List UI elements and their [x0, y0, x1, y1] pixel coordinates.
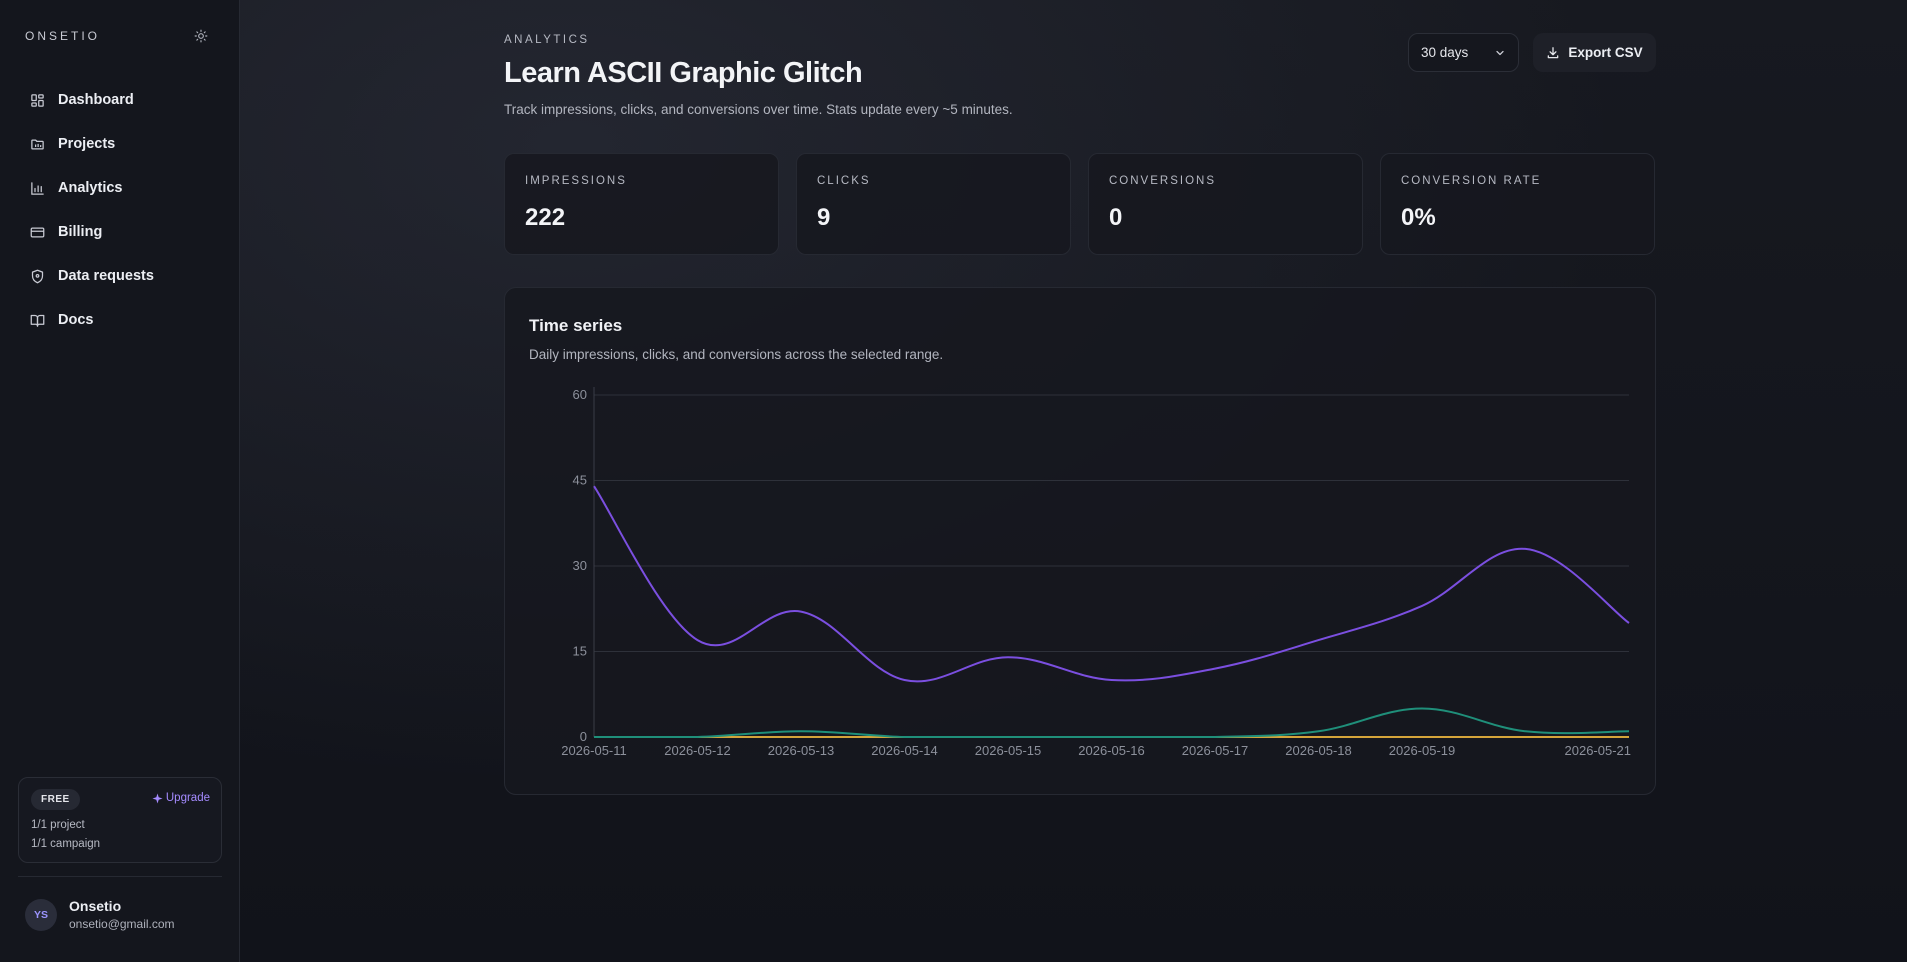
- sidebar-item-analytics[interactable]: Analytics: [18, 166, 223, 210]
- date-range-select[interactable]: 30 days: [1408, 33, 1519, 72]
- x-tick-label: 2026-05-21: [1565, 743, 1632, 758]
- user-profile[interactable]: YS Onsetio onsetio@gmail.com: [25, 898, 175, 931]
- chart-subtitle: Daily impressions, clicks, and conversio…: [529, 347, 944, 362]
- x-tick-label: 2026-05-13: [768, 743, 835, 758]
- chevron-down-icon: [1494, 47, 1506, 59]
- download-icon: [1546, 46, 1560, 60]
- plan-card: FREE Upgrade 1/1 project 1/1 campaign: [18, 777, 222, 863]
- plan-projects-usage: 1/1 project: [31, 819, 85, 831]
- y-tick-label: 60: [573, 387, 587, 402]
- page-title: Learn ASCII Graphic Glitch: [504, 57, 863, 89]
- chart-title: Time series: [529, 316, 623, 335]
- export-csv-button[interactable]: Export CSV: [1533, 33, 1656, 72]
- page-subtitle: Track impressions, clicks, and conversio…: [504, 102, 1013, 117]
- plan-campaigns-usage: 1/1 campaign: [31, 838, 101, 850]
- theme-toggle-button[interactable]: [192, 27, 210, 45]
- sidebar-item-label: Projects: [58, 136, 116, 152]
- series-line-clicks: [594, 707, 1630, 738]
- sidebar-item-billing[interactable]: Billing: [18, 210, 223, 254]
- y-tick-label: 45: [573, 473, 587, 488]
- x-tick-label: 2026-05-14: [871, 743, 938, 758]
- sidebar-nav: Dashboard Projects Analytics Billing Dat…: [18, 78, 223, 342]
- sidebar-item-docs[interactable]: Docs: [18, 298, 223, 342]
- sidebar-item-data-requests[interactable]: Data requests: [18, 254, 223, 298]
- sparkle-icon: [152, 792, 163, 804]
- y-tick-label: 0: [580, 729, 587, 744]
- sidebar-item-label: Dashboard: [58, 92, 134, 108]
- sidebar-item-label: Billing: [58, 224, 103, 240]
- x-tick-label: 2026-05-16: [1078, 743, 1145, 758]
- y-tick-label: 15: [573, 644, 587, 659]
- sidebar-item-label: Data requests: [58, 268, 154, 284]
- avatar: YS: [25, 898, 57, 931]
- bar-chart-icon: [29, 180, 45, 196]
- brand-logo[interactable]: ONSETIO: [25, 29, 101, 43]
- page-eyebrow: ANALYTICS: [504, 34, 590, 46]
- x-tick-label: 2026-05-19: [1389, 743, 1456, 758]
- x-tick-label: 2026-05-11: [561, 743, 627, 758]
- x-tick-label: 2026-05-15: [975, 743, 1042, 758]
- x-tick-label: 2026-05-12: [664, 743, 731, 758]
- upgrade-link[interactable]: Upgrade: [152, 792, 210, 804]
- grid-icon: [29, 92, 45, 108]
- x-tick-label: 2026-05-18: [1285, 743, 1352, 758]
- sidebar-item-label: Docs: [58, 312, 94, 328]
- plan-badge: FREE: [31, 789, 80, 810]
- x-tick-label: 2026-05-17: [1182, 743, 1249, 758]
- date-range-value: 30 days: [1421, 45, 1469, 60]
- stat-value: 0: [1109, 204, 1123, 231]
- stat-card-conversions: CONVERSIONS 0: [1088, 153, 1363, 255]
- folder-icon: [29, 136, 45, 152]
- time-series-chart[interactable]: 0 15 30 45 60 2026-05-11 2026-05-12 2026-05-13 2…: [505, 288, 1657, 796]
- y-tick-label: 30: [573, 558, 587, 573]
- shield-icon: [29, 268, 45, 284]
- user-name: Onsetio: [69, 898, 122, 914]
- stat-card-clicks: CLICKS 9: [796, 153, 1071, 255]
- stat-value: 9: [817, 204, 831, 231]
- sun-icon: [194, 29, 208, 43]
- credit-card-icon: [29, 224, 45, 240]
- stat-card-conversion-rate: CONVERSION RATE 0%: [1380, 153, 1655, 255]
- stat-value: 0%: [1401, 204, 1436, 231]
- sidebar-item-label: Analytics: [58, 180, 123, 196]
- user-email: onsetio@gmail.com: [69, 917, 175, 931]
- stat-label: CONVERSION RATE: [1401, 175, 1542, 187]
- sidebar: ONSETIO Dashboard Projects Analytics: [0, 0, 240, 962]
- stat-card-impressions: IMPRESSIONS 222: [504, 153, 779, 255]
- sidebar-item-projects[interactable]: Projects: [18, 122, 223, 166]
- time-series-card: Time series Daily impressions, clicks, a…: [504, 287, 1656, 795]
- sidebar-item-dashboard[interactable]: Dashboard: [18, 78, 223, 122]
- stat-label: IMPRESSIONS: [525, 175, 627, 187]
- stat-value: 222: [525, 204, 566, 231]
- stat-label: CLICKS: [817, 175, 871, 187]
- book-icon: [29, 312, 45, 328]
- stat-label: CONVERSIONS: [1109, 175, 1216, 187]
- series-line-impressions: [593, 485, 1630, 683]
- export-csv-label: Export CSV: [1568, 45, 1643, 60]
- upgrade-label: Upgrade: [165, 792, 210, 804]
- sidebar-divider: [18, 876, 222, 877]
